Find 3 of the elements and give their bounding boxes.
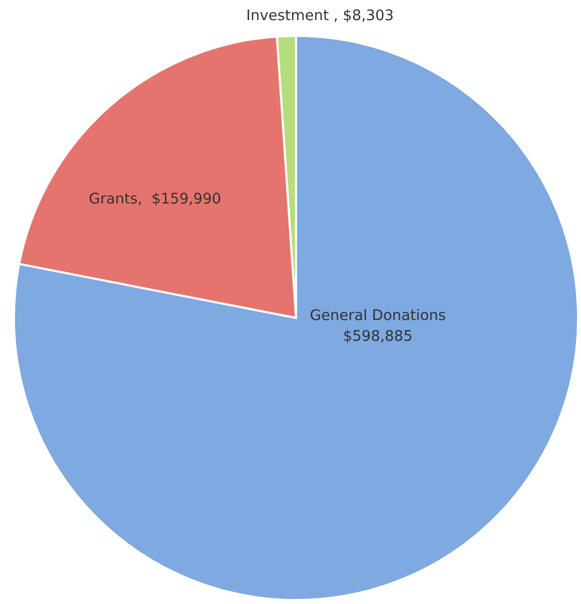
slice-label: Grants, $159,990 <box>90 192 220 206</box>
slice-label: Investment , $8,303 <box>248 9 393 22</box>
slice-label: General Donations $598,885 <box>310 308 446 343</box>
